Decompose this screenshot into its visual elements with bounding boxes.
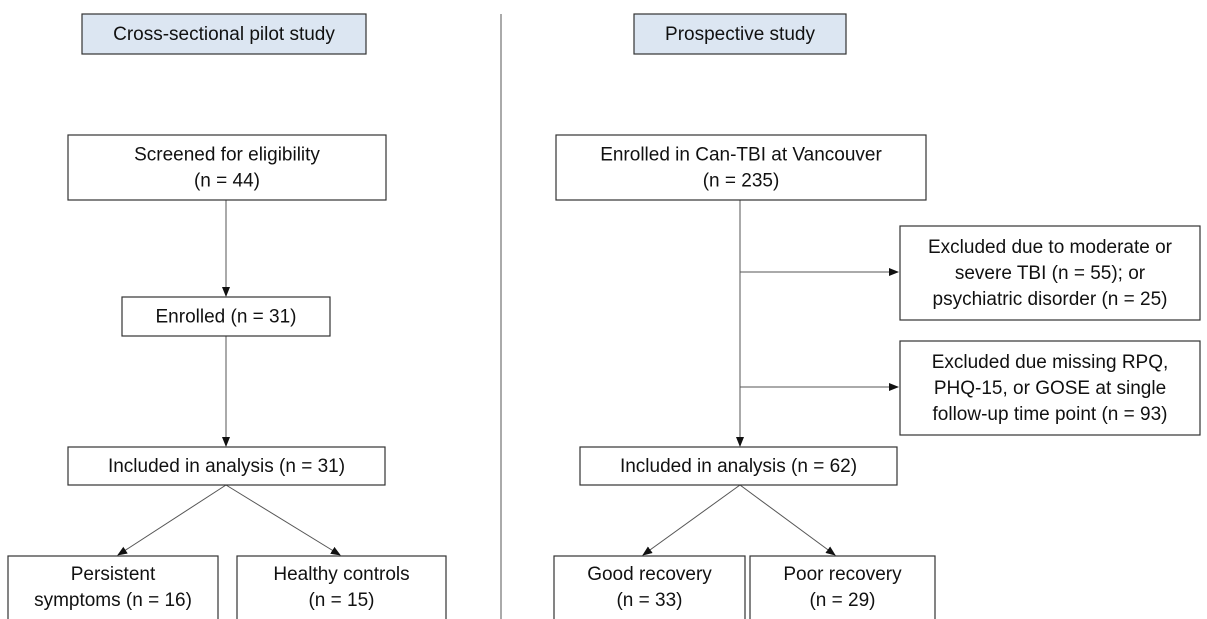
node-label: symptoms (n = 16) — [34, 590, 192, 611]
node-label: Screened for eligibility — [134, 145, 320, 166]
node-box — [899, 225, 1201, 321]
node-label: (n = 15) — [308, 590, 374, 611]
node-label: Enrolled in Can-TBI at Vancouver — [600, 145, 882, 166]
node-label: Excluded due missing RPQ, — [932, 352, 1169, 373]
node-box — [553, 555, 746, 619]
node-label: (n = 33) — [616, 590, 682, 611]
arrow — [117, 484, 227, 556]
node-label: Good recovery — [587, 564, 712, 585]
node-box — [67, 446, 386, 486]
node-box — [555, 134, 927, 201]
node-label: (n = 29) — [809, 590, 875, 611]
node-box — [121, 296, 331, 337]
header-box — [81, 13, 367, 55]
node-label: Included in analysis (n = 31) — [108, 456, 345, 477]
node-box — [749, 555, 936, 619]
header-label: Prospective study — [665, 24, 815, 45]
node-label: Poor recovery — [783, 564, 902, 585]
arrow — [642, 484, 741, 556]
node-box — [236, 555, 447, 619]
node-box — [67, 134, 387, 201]
node-label: (n = 44) — [194, 171, 260, 192]
node-box — [899, 340, 1201, 436]
node-label: psychiatric disorder (n = 25) — [933, 289, 1168, 310]
node-label: Excluded due to moderate or — [928, 237, 1173, 258]
node-label: Persistent — [71, 564, 156, 585]
connectors — [117, 200, 899, 556]
node-label: follow-up time point (n = 93) — [933, 404, 1168, 425]
node-label: severe TBI (n = 55); or — [955, 263, 1146, 284]
node-label: (n = 235) — [703, 171, 780, 192]
arrow — [225, 484, 341, 556]
header-box — [633, 13, 847, 55]
arrow — [739, 484, 836, 556]
node-label: PHQ-15, or GOSE at single — [934, 378, 1166, 399]
node-box — [579, 446, 898, 486]
node-label: Included in analysis (n = 62) — [620, 456, 857, 477]
node-box — [7, 555, 219, 619]
node-label: Healthy controls — [273, 564, 409, 585]
header-label: Cross-sectional pilot study — [113, 24, 335, 45]
node-label: Enrolled (n = 31) — [156, 307, 297, 328]
